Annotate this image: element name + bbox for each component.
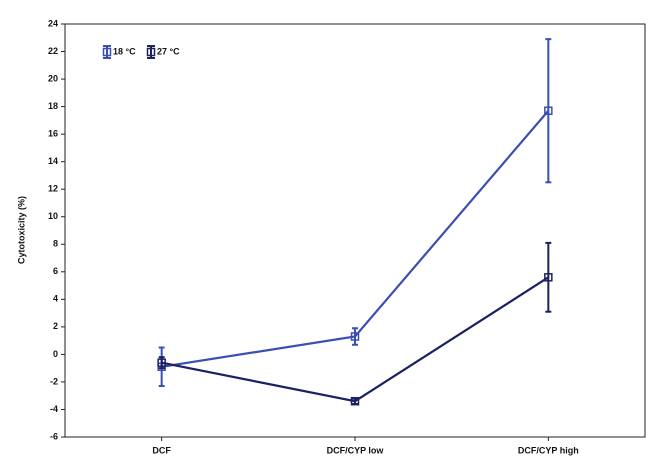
y-tick-label: 12 bbox=[48, 184, 58, 194]
legend-label: 18 °C bbox=[113, 46, 136, 56]
y-tick-label: 22 bbox=[48, 46, 58, 56]
x-tick-label: DCF bbox=[152, 445, 171, 455]
x-tick-label: DCF/CYP high bbox=[518, 445, 579, 455]
y-tick-label: 6 bbox=[53, 266, 58, 276]
y-axis-label: Cytotoxicity (%) bbox=[16, 196, 26, 264]
point bbox=[350, 332, 360, 341]
y-tick-label: 10 bbox=[48, 211, 58, 221]
y-tick-label: 24 bbox=[48, 18, 58, 28]
point bbox=[544, 106, 553, 115]
point bbox=[544, 273, 553, 282]
point bbox=[350, 396, 360, 406]
plot-frame bbox=[64, 23, 646, 438]
y-tick-label: 14 bbox=[48, 156, 58, 166]
y-tick-label: 8 bbox=[53, 239, 58, 249]
legend-label: 27 °C bbox=[157, 46, 180, 56]
y-tick-label: 0 bbox=[53, 349, 58, 359]
y-tick-label: 20 bbox=[48, 73, 58, 83]
point bbox=[157, 358, 166, 367]
y-tick-label: -4 bbox=[50, 404, 58, 414]
y-tick-label: 16 bbox=[48, 129, 58, 139]
legend-marker bbox=[146, 47, 156, 57]
y-tick-label: -2 bbox=[50, 376, 58, 386]
legend-marker bbox=[102, 47, 112, 57]
y-tick-label: -6 bbox=[50, 431, 58, 441]
y-tick-label: 18 bbox=[48, 101, 58, 111]
y-tick-label: 2 bbox=[53, 321, 58, 331]
y-tick-label: 4 bbox=[53, 294, 58, 304]
x-tick-label: DCF/CYP low bbox=[327, 445, 385, 455]
